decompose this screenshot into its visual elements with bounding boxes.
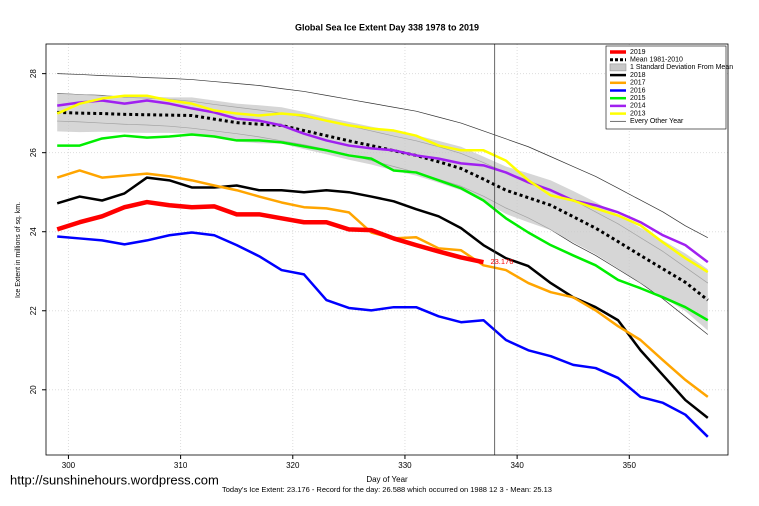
- x-tick-label: 340: [510, 461, 524, 470]
- legend-label: 2014: [630, 103, 646, 110]
- series-line: [57, 231, 709, 438]
- footer: Today's Ice Extent: 23.176 - Record for …: [222, 485, 552, 494]
- series-line: [56, 94, 709, 274]
- x-tick-label: 330: [398, 461, 412, 470]
- y-tick-label: 24: [29, 227, 38, 236]
- y-tick-label: 28: [29, 69, 38, 78]
- watermark: http://sunshinehours.wordpress.com: [10, 472, 219, 487]
- series-line: [57, 110, 709, 302]
- annotation: 23.176: [490, 257, 513, 266]
- legend-label: 2017: [630, 80, 646, 87]
- x-tick-label: 300: [62, 461, 76, 470]
- legend-label: 2015: [630, 95, 646, 102]
- legend-label: 2016: [630, 87, 646, 94]
- legend-label: 1 Standard Deviation From Mean: [630, 64, 733, 71]
- legend-swatch: [609, 63, 627, 72]
- legend-label: 2013: [630, 110, 646, 117]
- y-axis-label: Ice Extent in millions of sq. km.: [15, 202, 22, 298]
- y-tick-label: 26: [29, 148, 38, 157]
- x-axis-label: Day of Year: [366, 475, 408, 484]
- series-line: [57, 99, 709, 264]
- plot-frame: [45, 43, 729, 456]
- series-line: [56, 176, 709, 419]
- legend-label: Every Other Year: [630, 118, 684, 125]
- x-tick-label: 350: [623, 461, 637, 470]
- y-tick-label: 22: [29, 306, 38, 315]
- x-tick-label: 310: [174, 461, 188, 470]
- legend-label: 2018: [630, 72, 646, 79]
- series-line: [57, 133, 709, 322]
- x-tick-label: 320: [286, 461, 300, 470]
- std-band: [57, 93, 708, 331]
- series-line: [56, 199, 484, 265]
- legend-label: 2019: [630, 49, 646, 56]
- chart-title: Global Sea Ice Extent Day 338 1978 to 20…: [295, 22, 479, 32]
- legend-label: Mean 1981-2010: [630, 57, 683, 64]
- background-line: [57, 73, 708, 238]
- y-tick-label: 20: [29, 385, 38, 394]
